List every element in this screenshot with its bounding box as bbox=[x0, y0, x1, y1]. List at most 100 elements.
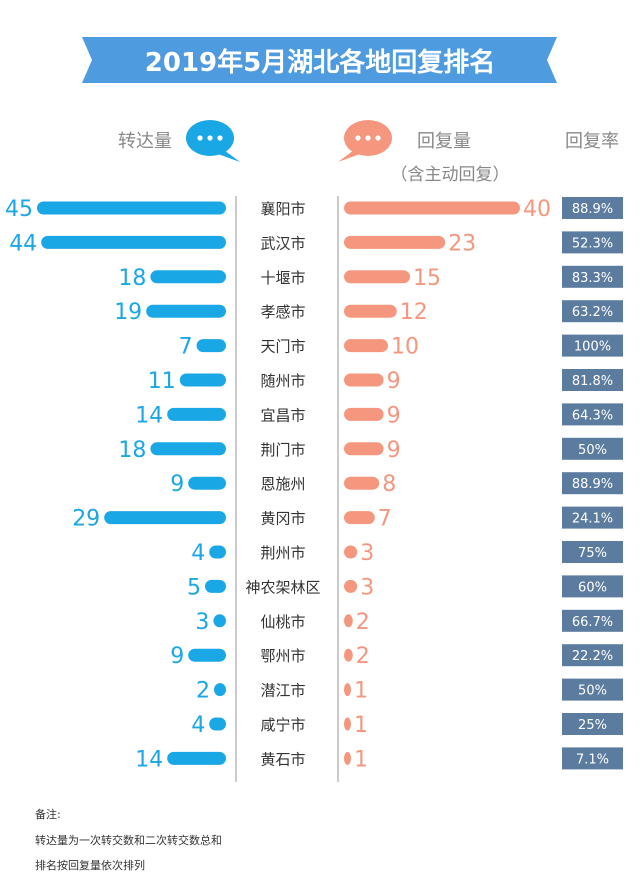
right-bar bbox=[344, 270, 410, 284]
right-bar bbox=[344, 683, 351, 697]
legend-right-sublabel: （含主动回复） bbox=[391, 165, 510, 185]
title-banner bbox=[82, 37, 557, 83]
chat-bubble-icon-blue bbox=[186, 120, 240, 162]
notes-line-1: 转达量为一次转交数和二次转交数总和 bbox=[35, 834, 222, 847]
rate-label: 52.3% bbox=[572, 236, 613, 251]
city-label: 恩施州 bbox=[260, 475, 305, 493]
left-bar bbox=[196, 339, 226, 353]
right-value-label: 9 bbox=[387, 403, 401, 428]
table-row: 45 襄阳市 40 88.9% bbox=[5, 197, 623, 222]
left-value-label: 7 bbox=[179, 335, 193, 360]
right-value-label: 8 bbox=[382, 472, 396, 497]
right-value-label: 2 bbox=[356, 610, 370, 635]
left-bar bbox=[41, 235, 227, 249]
rate-box bbox=[562, 334, 623, 357]
left-value-label: 44 bbox=[9, 231, 37, 256]
left-value-label: 4 bbox=[191, 713, 205, 738]
rate-label: 22.2% bbox=[572, 649, 613, 664]
left-bar bbox=[37, 201, 226, 215]
right-bar bbox=[344, 201, 520, 215]
left-bar bbox=[104, 511, 226, 525]
right-value-label: 2 bbox=[356, 644, 370, 669]
right-value-label: 1 bbox=[354, 679, 368, 704]
left-value-label: 18 bbox=[118, 266, 146, 291]
left-bar bbox=[150, 442, 226, 456]
left-bar bbox=[150, 270, 226, 284]
city-label: 咸宁市 bbox=[260, 716, 305, 734]
right-value-label: 1 bbox=[354, 747, 368, 772]
left-value-label: 9 bbox=[170, 472, 184, 497]
chat-bubble-icon-orange bbox=[338, 120, 392, 162]
city-label: 黄石市 bbox=[260, 750, 305, 768]
left-bar bbox=[188, 476, 226, 490]
right-bar bbox=[344, 235, 446, 249]
right-bar bbox=[344, 304, 397, 318]
table-row: 4 荆州市 3 75% bbox=[191, 541, 623, 566]
legend-rate-label: 回复率 bbox=[565, 131, 619, 152]
rate-label: 88.9% bbox=[572, 477, 613, 492]
left-value-label: 19 bbox=[114, 300, 142, 325]
right-bar bbox=[344, 648, 353, 662]
table-row: 5 神农架林区 3 60% bbox=[187, 575, 623, 600]
rate-box bbox=[562, 609, 623, 632]
left-bar bbox=[209, 545, 226, 559]
rate-box bbox=[562, 403, 623, 426]
city-label: 武汉市 bbox=[260, 234, 305, 252]
table-row: 14 宜昌市 9 64.3% bbox=[135, 403, 623, 428]
right-bar bbox=[344, 373, 384, 387]
table-row: 7 天门市 10 100% bbox=[179, 334, 623, 360]
city-label: 鄂州市 bbox=[260, 647, 305, 665]
rate-box bbox=[562, 472, 623, 495]
left-bar bbox=[167, 751, 226, 765]
notes-heading: 备注: bbox=[35, 808, 61, 821]
left-value-label: 29 bbox=[72, 507, 100, 532]
right-bar bbox=[344, 614, 353, 628]
left-value-label: 9 bbox=[170, 644, 184, 669]
rate-box bbox=[562, 644, 623, 667]
rate-label: 50% bbox=[578, 443, 607, 458]
left-value-label: 3 bbox=[195, 610, 209, 635]
rate-label: 60% bbox=[578, 580, 607, 595]
right-value-label: 3 bbox=[360, 541, 374, 566]
left-value-label: 14 bbox=[135, 403, 163, 428]
rate-label: 24.1% bbox=[572, 512, 613, 527]
table-row: 18 十堰市 15 83.3% bbox=[118, 265, 623, 291]
table-row: 19 孝感市 12 63.2% bbox=[114, 300, 623, 325]
right-value-label: 40 bbox=[523, 197, 551, 222]
table-row: 9 恩施州 8 88.9% bbox=[170, 472, 623, 497]
table-row: 18 荆门市 9 50% bbox=[118, 437, 623, 463]
rate-label: 100% bbox=[574, 340, 611, 355]
left-value-label: 11 bbox=[148, 369, 176, 394]
city-label: 随州市 bbox=[260, 372, 305, 390]
right-value-label: 9 bbox=[387, 438, 401, 463]
city-label: 仙桃市 bbox=[260, 613, 305, 631]
right-bar bbox=[344, 511, 375, 525]
table-row: 14 黄石市 1 7.1% bbox=[135, 747, 623, 772]
table-row: 44 武汉市 23 52.3% bbox=[9, 231, 623, 256]
rate-box bbox=[562, 747, 623, 770]
rate-label: 50% bbox=[578, 684, 607, 699]
left-value-label: 5 bbox=[187, 575, 201, 600]
city-label: 十堰市 bbox=[260, 269, 305, 287]
rate-label: 7.1% bbox=[576, 752, 609, 767]
city-label: 荆门市 bbox=[260, 441, 305, 459]
left-value-label: 2 bbox=[196, 679, 210, 704]
city-label: 潜江市 bbox=[260, 682, 305, 700]
city-label: 神农架林区 bbox=[245, 578, 320, 596]
left-bar bbox=[209, 717, 226, 731]
rate-label: 25% bbox=[578, 718, 607, 733]
left-value-label: 45 bbox=[5, 197, 33, 222]
rate-box bbox=[562, 575, 623, 598]
right-bar bbox=[344, 476, 380, 490]
right-value-label: 3 bbox=[360, 575, 374, 600]
right-bar bbox=[344, 751, 351, 765]
table-row: 29 黄冈市 7 24.1% bbox=[72, 507, 623, 532]
table-row: 11 随州市 9 81.8% bbox=[148, 369, 623, 394]
city-label: 荆州市 bbox=[260, 544, 305, 562]
rate-box bbox=[562, 231, 623, 254]
left-value-label: 4 bbox=[191, 541, 205, 566]
table-row: 3 仙桃市 2 66.7% bbox=[195, 609, 623, 635]
rate-label: 88.9% bbox=[572, 202, 613, 217]
